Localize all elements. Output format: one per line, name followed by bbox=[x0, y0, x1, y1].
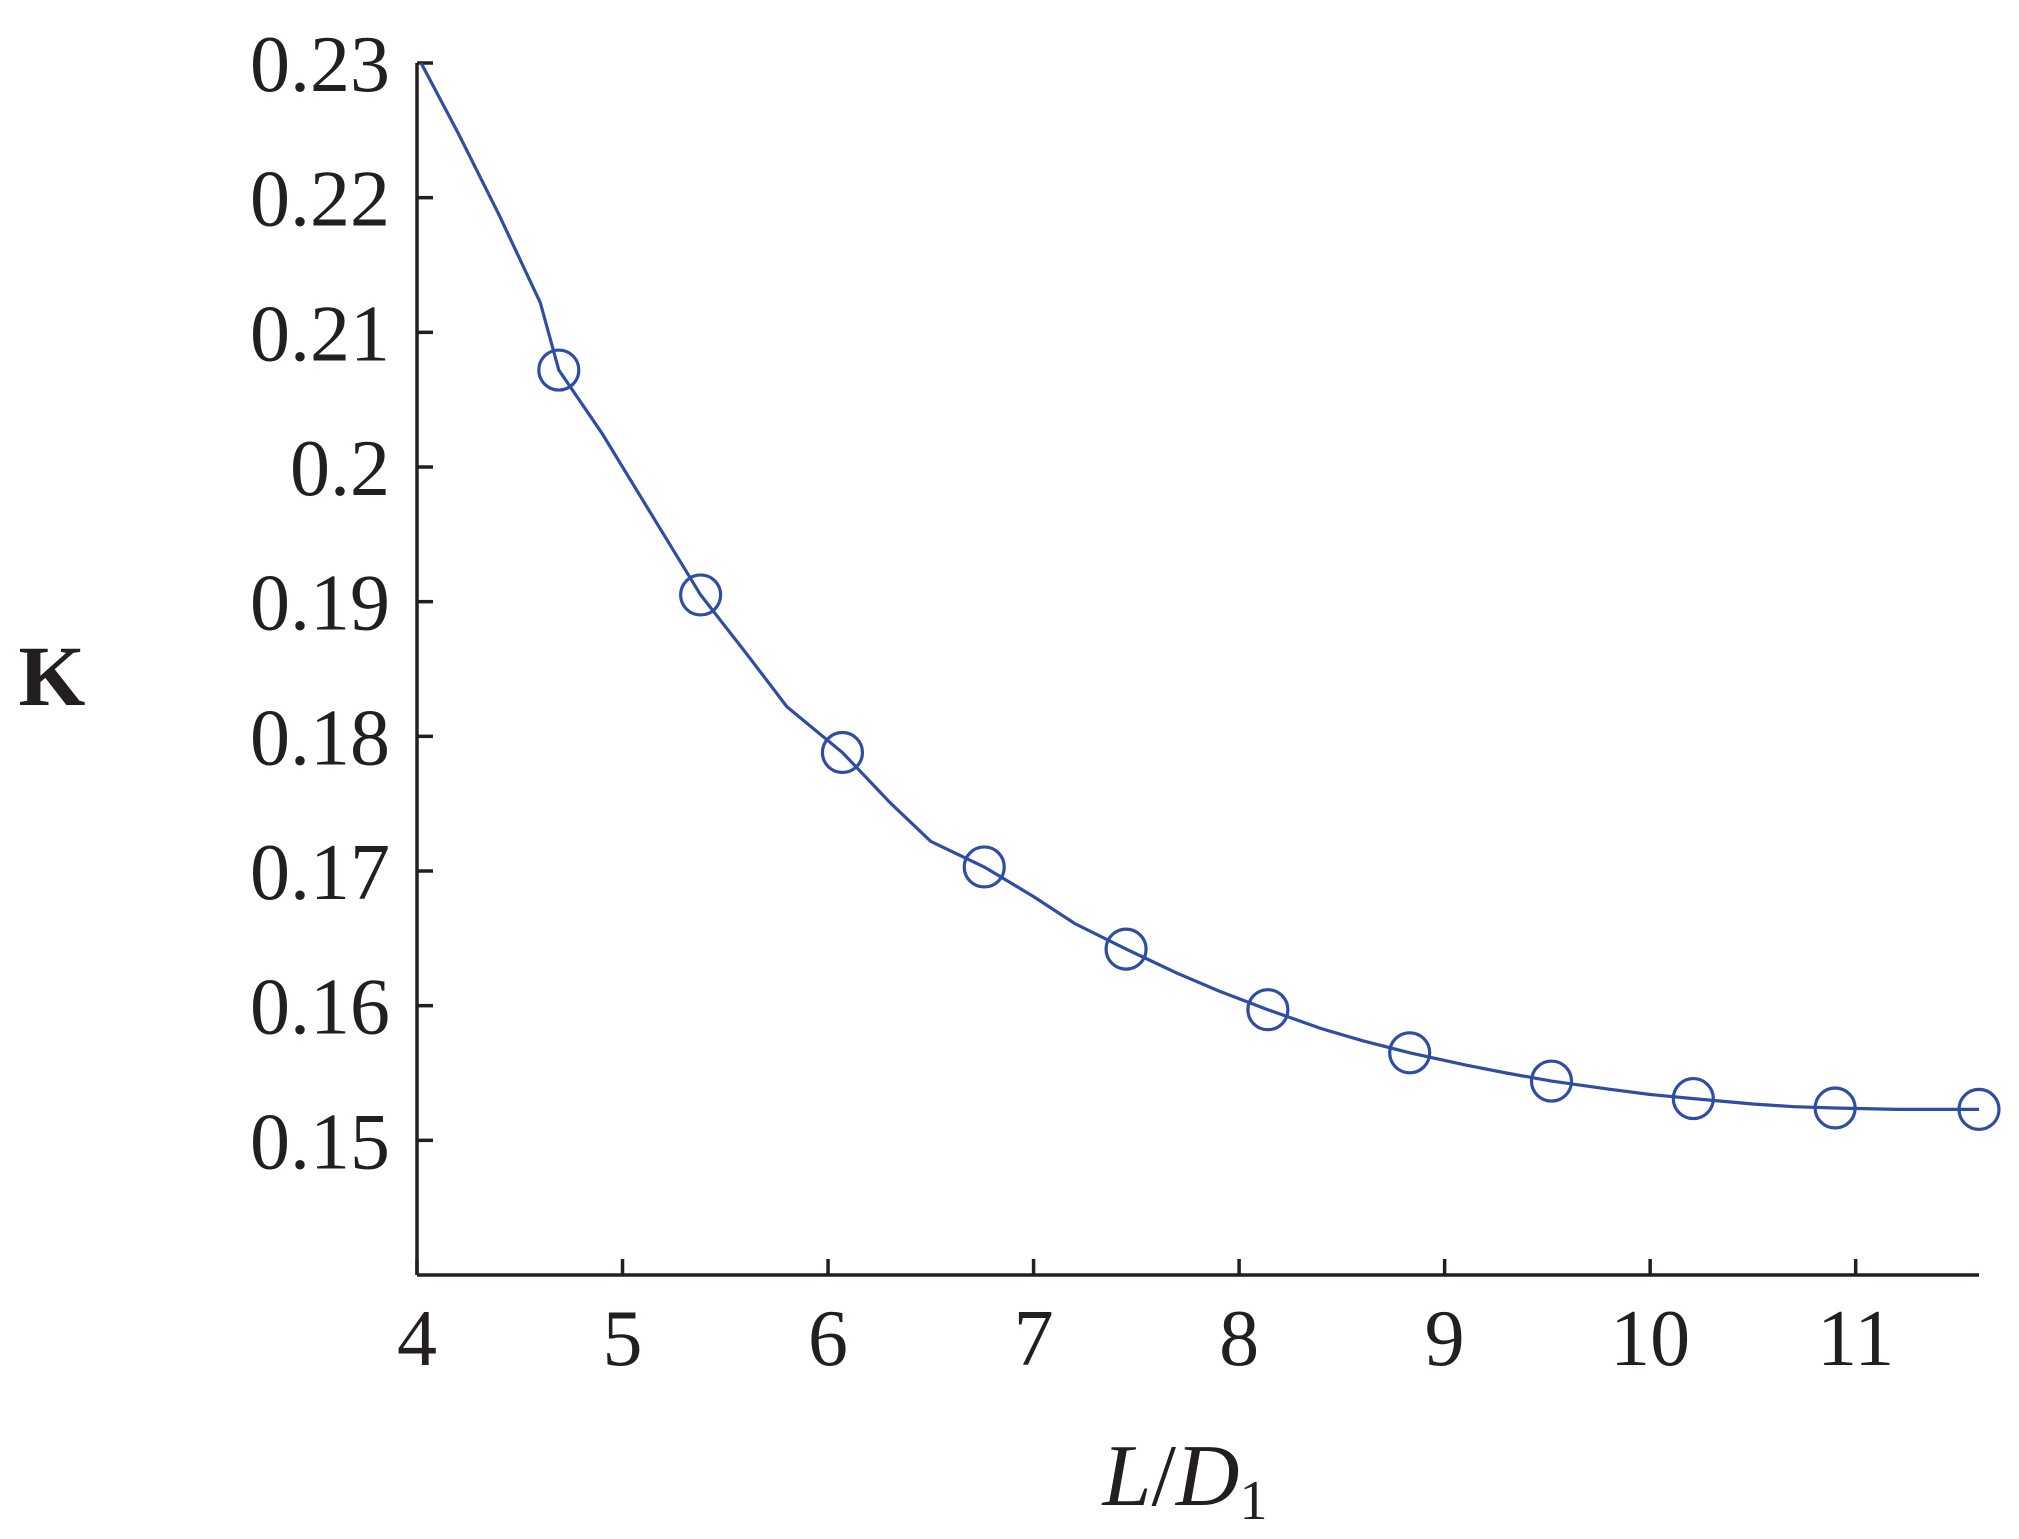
axis-ticks: 4 5 6 7 8 9 10 11 0.23 0.22 0.21 0.2 0.19 0.18 0.17 0.1… bbox=[250, 21, 1894, 1383]
y-tick-label: 0.21 bbox=[250, 290, 390, 378]
x-tick-label: 6 bbox=[808, 1295, 848, 1383]
data-point-marker bbox=[1957, 1087, 2001, 1131]
x-axis-label-var: D bbox=[1175, 1428, 1240, 1525]
y-axis-label: K bbox=[19, 628, 86, 724]
data-point-marker bbox=[962, 845, 1006, 889]
x-tick-label: 7 bbox=[1014, 1295, 1054, 1383]
data-point-marker bbox=[1671, 1076, 1715, 1121]
x-tick-label: 10 bbox=[1610, 1295, 1690, 1383]
x-tick-label: 5 bbox=[603, 1295, 643, 1383]
x-axis-label-main: L bbox=[1101, 1428, 1152, 1525]
y-tick-label: 0.19 bbox=[250, 560, 390, 648]
x-tick-label: 4 bbox=[397, 1295, 437, 1383]
x-axis-label-slash: / bbox=[1151, 1428, 1176, 1525]
data-point-marker bbox=[1813, 1086, 1857, 1130]
series-line bbox=[419, 62, 1979, 1112]
data-point-marker bbox=[1246, 988, 1290, 1032]
x-axis-label: L/D1 bbox=[1101, 1428, 1268, 1532]
x-axis-label-sub: 1 bbox=[1239, 1470, 1267, 1532]
data-point-marker bbox=[820, 730, 865, 775]
data-point-marker bbox=[1388, 1031, 1432, 1075]
y-tick-label: 0.16 bbox=[250, 964, 390, 1052]
y-tick-label: 0.2 bbox=[290, 425, 390, 513]
x-tick-label: 9 bbox=[1425, 1295, 1465, 1383]
data-point-marker bbox=[679, 573, 723, 617]
data-point-marker bbox=[537, 348, 581, 392]
y-tick-label: 0.17 bbox=[250, 829, 390, 917]
data-point-marker bbox=[1104, 927, 1148, 971]
y-tick-label: 0.18 bbox=[250, 694, 390, 782]
y-tick-label: 0.22 bbox=[250, 156, 390, 244]
x-tick-label: 11 bbox=[1817, 1295, 1894, 1383]
y-tick-label: 0.23 bbox=[250, 21, 390, 109]
data-point-marker bbox=[1529, 1059, 1574, 1103]
y-tick-label: 0.15 bbox=[250, 1098, 390, 1186]
x-tick-label: 8 bbox=[1219, 1295, 1259, 1383]
series-group bbox=[419, 62, 2001, 1131]
